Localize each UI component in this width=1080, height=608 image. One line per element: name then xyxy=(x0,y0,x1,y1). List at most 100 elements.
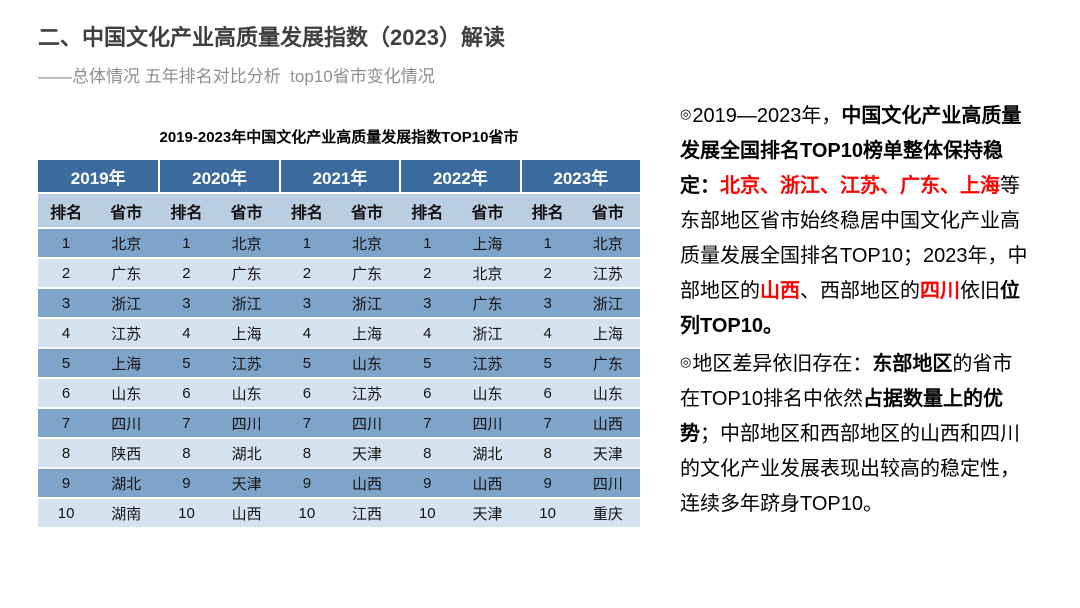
rank-cell: 4 xyxy=(519,319,576,347)
province-cell: 浙江 xyxy=(575,289,640,317)
rank-cell: 9 xyxy=(399,469,456,497)
province-cell: 广东 xyxy=(94,259,159,287)
rank-cell: 6 xyxy=(158,379,215,407)
province-cell: 山西 xyxy=(214,499,279,527)
ranking-table: 2019年 2020年 2021年 2022年 2023年 排名 省市 排名 省市 排名 省市 排名省… xyxy=(38,158,640,529)
rank-cell: 3 xyxy=(38,289,95,317)
province-cell: 北京 xyxy=(334,229,400,257)
rank-cell: 1 xyxy=(158,229,215,257)
rank-cell: 6 xyxy=(278,379,335,407)
rank-cell: 5 xyxy=(278,349,335,377)
province-cell: 山东 xyxy=(334,349,400,377)
province-cell: 江苏 xyxy=(214,349,279,377)
rank-cell: 2 xyxy=(158,259,215,287)
table-row: 10 湖南 10 山西 10 江西 10 天津 10 重庆 xyxy=(38,499,640,527)
sub-header-cell: 省市 xyxy=(334,194,400,227)
rank-cell: 1 xyxy=(399,229,456,257)
province-cell: 山东 xyxy=(94,379,159,407)
rank-cell: 4 xyxy=(38,319,95,347)
rank-cell: 1 xyxy=(519,229,576,257)
rank-cell: 7 xyxy=(519,409,576,437)
province-cell: 山东 xyxy=(214,379,279,407)
table-row: 7 四川 7 四川 7 四川 7 四川 7 山西 xyxy=(38,409,640,437)
province-cell: 四川 xyxy=(214,409,279,437)
rank-cell: 7 xyxy=(38,409,95,437)
rank-cell: 3 xyxy=(158,289,215,317)
panel-text-segment: 占据数量上的优势 xyxy=(680,388,1003,445)
rank-cell: 9 xyxy=(38,469,95,497)
rank-cell: 7 xyxy=(278,409,335,437)
province-cell: 江苏 xyxy=(94,319,159,347)
province-cell: 四川 xyxy=(575,469,640,497)
province-cell: 重庆 xyxy=(575,499,640,527)
sub-header-cell: 省市 xyxy=(455,194,520,227)
province-cell: 天津 xyxy=(455,499,520,527)
province-cell: 北京 xyxy=(214,229,279,257)
rank-cell: 10 xyxy=(278,499,335,527)
province-cell: 北京 xyxy=(94,229,159,257)
sub-header-row: 排名 省市 排名 省市 排名 省市 排名 省市 排名 省市 xyxy=(38,194,640,227)
rank-cell: 1 xyxy=(278,229,335,257)
province-cell: 湖北 xyxy=(214,439,279,467)
sub-header-cell: 省市 xyxy=(575,194,640,227)
panel-paragraph: ◎地区差异依旧存在：东部地区的省市在TOP10排名中依然占据数量上的优势；中部地… xyxy=(680,344,1032,522)
table-row: 2 广东 2 广东 2 广东 2 北京 2 江苏 xyxy=(38,259,640,287)
rank-cell: 6 xyxy=(519,379,576,407)
province-cell: 湖南 xyxy=(94,499,159,527)
rank-cell: 6 xyxy=(38,379,95,407)
province-cell: 广东 xyxy=(455,289,520,317)
province-cell: 浙江 xyxy=(334,289,400,317)
rank-cell: 8 xyxy=(399,439,456,467)
province-cell: 山西 xyxy=(334,469,400,497)
year-header-cell: 2020年 xyxy=(158,160,279,192)
panel-text-segment: 中国文化产业高质量发展全国排名TOP10榜单整体保持稳定： xyxy=(680,105,1022,197)
province-cell: 四川 xyxy=(334,409,400,437)
panel-text-segment: 东部地区 xyxy=(872,353,953,375)
sub-header-cell: 排名 xyxy=(158,194,215,227)
panel-text-segment: 四川 xyxy=(920,280,960,302)
panel-text-segment: 依旧 xyxy=(960,280,1000,302)
rank-cell: 8 xyxy=(38,439,95,467)
rank-cell: 3 xyxy=(278,289,335,317)
sub-header-cell: 省市 xyxy=(214,194,279,227)
rank-cell: 4 xyxy=(278,319,335,347)
rank-cell: 7 xyxy=(399,409,456,437)
year-header-cell: 2023年 xyxy=(519,160,640,192)
province-cell: 上海 xyxy=(214,319,279,347)
analysis-panel: ◎2019—2023年，中国文化产业高质量发展全国排名TOP10榜单整体保持稳定… xyxy=(680,96,1032,522)
province-cell: 山东 xyxy=(455,379,520,407)
table-row: 3 浙江 3 浙江 3 浙江 3 广东 3 浙江 xyxy=(38,289,640,317)
year-header-cell: 2021年 xyxy=(278,160,400,192)
rank-cell: 6 xyxy=(399,379,456,407)
slide-title: 二、中国文化产业高质量发展指数（2023）解读 xyxy=(38,25,505,50)
table-title: 2019-2023年中国文化产业高质量发展指数TOP10省市 xyxy=(159,129,519,146)
panel-text-segment: 地区差异依旧存在： xyxy=(692,353,873,375)
bullet-icon: ◎ xyxy=(680,106,692,121)
rank-cell: 10 xyxy=(158,499,215,527)
rank-cell: 10 xyxy=(519,499,576,527)
rank-cell: 2 xyxy=(519,259,576,287)
rank-cell: 7 xyxy=(158,409,215,437)
sub-header-cell: 排名 xyxy=(519,194,576,227)
province-cell: 江苏 xyxy=(575,259,640,287)
rank-cell: 2 xyxy=(38,259,95,287)
province-cell: 天津 xyxy=(334,439,400,467)
province-cell: 四川 xyxy=(455,409,520,437)
panel-paragraph: ◎2019—2023年，中国文化产业高质量发展全国排名TOP10榜单整体保持稳定… xyxy=(680,96,1032,344)
table-body: 1 北京 1 北京 1 北京 1 上海 1 北京 2 广东 2 广东 2 广东 2 北京 2 江苏 3 浙江 3 浙江 3 浙江 3… xyxy=(38,229,640,527)
panel-text-segment: 、西部地区的 xyxy=(800,280,920,302)
province-cell: 陕西 xyxy=(94,439,159,467)
province-cell: 广东 xyxy=(575,349,640,377)
rank-cell: 4 xyxy=(399,319,456,347)
year-header-row: 2019年 2020年 2021年 2022年 2023年 xyxy=(38,160,640,192)
province-cell: 天津 xyxy=(575,439,640,467)
province-cell: 山东 xyxy=(575,379,640,407)
province-cell: 上海 xyxy=(455,229,520,257)
province-cell: 浙江 xyxy=(94,289,159,317)
province-cell: 江苏 xyxy=(334,379,400,407)
rank-cell: 3 xyxy=(399,289,456,317)
table-row: 6 山东 6 山东 6 江苏 6 山东 6 山东 xyxy=(38,379,640,407)
table-row: 8 陕西 8 湖北 8 天津 8 湖北 8 天津 xyxy=(38,439,640,467)
panel-text-segment: ；中部地区和西部地区的山西和四川的文化产业发展表现出较高的稳定性，连续多年跻身T… xyxy=(680,423,1020,515)
